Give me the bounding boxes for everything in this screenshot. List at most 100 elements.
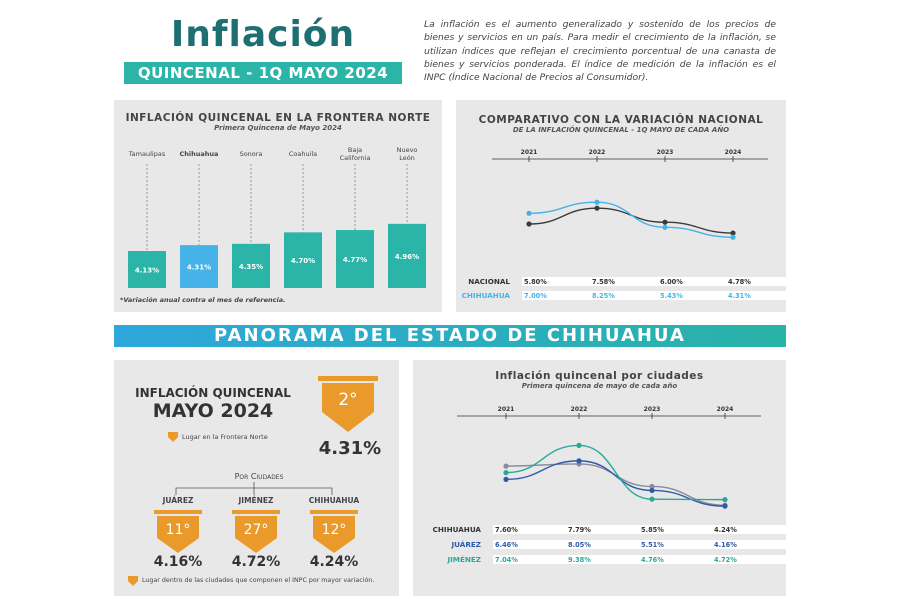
series-line-jiménez	[505, 444, 726, 501]
nacional-panel: Comparativo con la variación nacional de…	[456, 100, 786, 312]
x-tick-label: 2021	[521, 149, 538, 156]
value-cell-label: 4.24%	[714, 526, 737, 534]
series-point	[722, 503, 728, 509]
bar	[232, 243, 270, 288]
x-tick-label: 2024	[717, 406, 734, 413]
value-cell-label: 5.80%	[524, 278, 547, 286]
series-point	[662, 219, 668, 225]
value-cell	[726, 291, 786, 300]
value-cell-label: 6.46%	[495, 541, 518, 549]
city-name: Juárez	[162, 496, 194, 505]
value-cell	[522, 277, 592, 286]
value-cell-label: 7.60%	[495, 526, 518, 534]
city-rank-shield-icon: 12°	[310, 510, 358, 553]
value-cell	[658, 277, 728, 286]
frontera-subtitle: Primera Quincena de Mayo 2024	[214, 124, 342, 132]
value-cell	[566, 525, 644, 534]
bar-value-label: 4.35%	[239, 263, 263, 271]
series-point	[526, 221, 532, 227]
value-cell-label: 5.85%	[641, 526, 664, 534]
series-point	[730, 234, 736, 240]
ciudades-title: Inflación quincenal por ciudades	[495, 370, 704, 382]
series-line-nacional	[528, 207, 734, 234]
value-cell	[522, 291, 592, 300]
value-cell-label: 7.58%	[592, 278, 615, 286]
bar-value-label: 4.13%	[135, 267, 159, 275]
city-value: 4.72%	[231, 554, 281, 570]
city-name: Chihuahua	[308, 496, 360, 505]
frontera-panel: Inflación quincenal en la frontera norte…	[114, 100, 442, 312]
nacional-line-chart: 2021 2022 2023 2024 NACIONAL 5.80% 7.58% 6.00% 4…	[462, 149, 786, 300]
estado-panel: INFLACIÓN QUINCENAL MAYO 2024 Lugar en l…	[114, 360, 399, 596]
orange-marker-icon	[128, 576, 138, 586]
rank-shield-icon	[318, 376, 378, 432]
series-line-juárez	[505, 460, 726, 507]
series-point	[576, 458, 582, 464]
x-tick-label: 2022	[571, 406, 588, 413]
value-cell-label: 8.05%	[568, 541, 591, 549]
bar	[180, 245, 218, 288]
bar-category-label: Tamaulipas	[128, 150, 166, 158]
estado-title-2: MAYO 2024	[152, 400, 274, 422]
x-tick-label: 2024	[725, 149, 742, 156]
bar	[388, 223, 426, 288]
series-point	[649, 487, 655, 494]
bar-category-label: Coahuila	[289, 150, 317, 158]
value-cell	[590, 291, 660, 300]
cities-bracket	[175, 482, 333, 495]
series-name-label: JUÁREZ	[450, 540, 481, 549]
x-tick-label: 2023	[657, 149, 674, 156]
ciudades-subtitle: Primera quincena de mayo de cada año	[521, 382, 678, 390]
value-cell	[726, 277, 786, 286]
bar-value-label: 4.31%	[187, 264, 211, 272]
page-subtitle: QUINCENAL - 1Q MAYO 2024	[124, 62, 402, 84]
series-name-label: CHIHUAHUA	[462, 291, 511, 300]
series-point	[649, 483, 655, 490]
value-cell	[493, 540, 571, 549]
estado-value: 4.31%	[318, 438, 382, 459]
bar-category-label: Nuevo	[397, 146, 418, 154]
city-rank-shield-icon: 27°	[232, 510, 280, 553]
value-cell	[566, 540, 644, 549]
city-rank-label: 11°	[166, 522, 191, 538]
bar-category-label: Chihuahua	[180, 150, 219, 158]
bar-category-label: León	[399, 154, 415, 162]
series-point	[662, 224, 668, 230]
value-cell-label: 8.25%	[592, 292, 615, 300]
series-point	[576, 442, 582, 448]
series-point	[526, 210, 532, 216]
series-point	[722, 497, 728, 503]
series-name-label: JIMÉNEZ	[446, 555, 481, 564]
nacional-subtitle: de la inflación quincenal - 1Q mayo de c…	[512, 126, 730, 134]
series-point	[503, 470, 509, 476]
city-value: 4.16%	[153, 554, 203, 570]
value-cell	[712, 540, 786, 549]
city-rank-label: 27°	[244, 522, 269, 538]
bar	[336, 230, 374, 288]
intro-text: La inflación es el aumento generalizado …	[424, 19, 776, 84]
ciudades-panel: Inflación quincenal por ciudades Primera…	[413, 360, 786, 596]
series-point	[503, 463, 509, 469]
bar	[128, 251, 166, 288]
orange-marker-icon	[168, 432, 178, 442]
value-cell-label: 4.78%	[728, 278, 751, 286]
city-rank-shield-icon: 11°	[154, 510, 202, 553]
page-title: Inflación	[170, 14, 356, 55]
estado-title-1: INFLACIÓN QUINCENAL	[135, 386, 291, 400]
series-point	[503, 476, 509, 482]
series-point	[594, 199, 600, 205]
value-cell-label: 6.00%	[660, 278, 683, 286]
bar	[284, 232, 322, 288]
value-cell	[712, 525, 786, 534]
bar-category-label: California	[340, 154, 371, 162]
frontera-footnote: *Variación anual contra el mes de refere…	[120, 296, 286, 304]
bar-category-label: Baja	[348, 146, 362, 154]
frontera-title: Inflación quincenal en la frontera norte	[125, 112, 431, 124]
value-cell-label: 5.51%	[641, 541, 664, 549]
value-cell-label: 7.79%	[568, 526, 591, 534]
value-cell-label: 9.38%	[568, 556, 591, 564]
series-name-label: NACIONAL	[468, 277, 510, 286]
bar-category-label: Sonora	[240, 150, 263, 158]
por-ciudades-label: Por Ciudades	[234, 472, 284, 481]
rank-value: 2°	[338, 390, 358, 410]
